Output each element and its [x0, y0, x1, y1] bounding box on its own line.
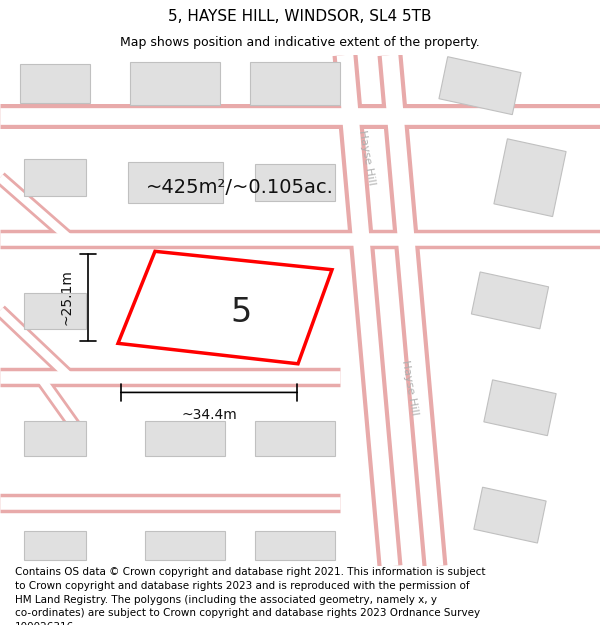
- Text: Contains OS data © Crown copyright and database right 2021. This information is : Contains OS data © Crown copyright and d…: [15, 568, 485, 625]
- Polygon shape: [118, 251, 332, 364]
- Polygon shape: [24, 292, 86, 329]
- Polygon shape: [255, 531, 335, 560]
- Polygon shape: [24, 421, 86, 456]
- Text: Hayse Hill: Hayse Hill: [357, 129, 377, 186]
- Polygon shape: [128, 162, 223, 203]
- Polygon shape: [474, 488, 546, 543]
- Polygon shape: [130, 62, 220, 105]
- Text: ~425m²/~0.105ac.: ~425m²/~0.105ac.: [146, 178, 334, 198]
- Polygon shape: [472, 272, 548, 329]
- Text: ~25.1m: ~25.1m: [59, 269, 73, 325]
- Polygon shape: [255, 421, 335, 456]
- Polygon shape: [145, 531, 225, 560]
- Polygon shape: [20, 64, 90, 103]
- Text: Map shows position and indicative extent of the property.: Map shows position and indicative extent…: [120, 36, 480, 49]
- Polygon shape: [24, 531, 86, 560]
- Text: ~34.4m: ~34.4m: [181, 408, 237, 422]
- Text: Hayse Hill: Hayse Hill: [400, 359, 420, 416]
- Polygon shape: [145, 421, 225, 456]
- Polygon shape: [494, 139, 566, 217]
- Polygon shape: [255, 164, 335, 201]
- Polygon shape: [250, 62, 340, 105]
- Polygon shape: [439, 57, 521, 114]
- Polygon shape: [484, 380, 556, 436]
- Text: 5, HAYSE HILL, WINDSOR, SL4 5TB: 5, HAYSE HILL, WINDSOR, SL4 5TB: [168, 9, 432, 24]
- Polygon shape: [24, 159, 86, 196]
- Text: 5: 5: [230, 296, 251, 329]
